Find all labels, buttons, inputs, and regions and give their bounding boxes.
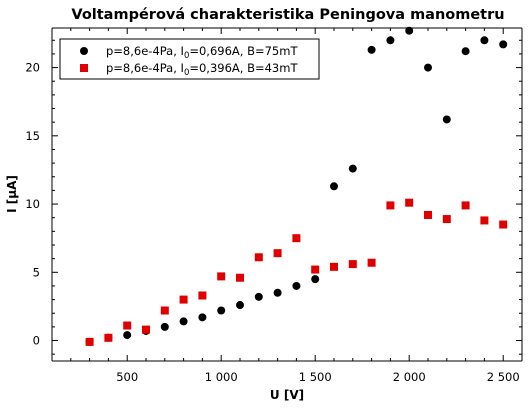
- x-tick-label: 2 500: [487, 370, 520, 384]
- series-2-point: [198, 291, 207, 300]
- y-tick-label: 10: [25, 197, 40, 211]
- series-2-point: [179, 295, 188, 304]
- axis-tick-labels: 500 1 000 1 500 2 000 2 500 0 5 10 15 20: [25, 61, 519, 384]
- series-1-point: [311, 275, 320, 284]
- plot-frame: [51, 27, 523, 362]
- chart-title: Voltampérová charakteristika Peningova m…: [71, 7, 504, 23]
- series-2-point: [405, 198, 414, 207]
- legend-label-1: p=8,6e-4Pa, I0=0,696A, B=75mT: [106, 44, 298, 61]
- series-2-point: [160, 306, 169, 315]
- legend-entries: p=8,6e-4Pa, I0=0,696A, B=75mTp=8,6e-4Pa,…: [80, 44, 298, 78]
- legend-marker-1: [80, 47, 88, 55]
- series-2-point: [480, 216, 489, 225]
- x-tick-label: 2 000: [393, 370, 426, 384]
- data-points: [85, 26, 508, 346]
- y-axis-label: I [µA]: [5, 175, 19, 213]
- legend-box: [59, 38, 320, 80]
- series-1-point: [330, 182, 338, 191]
- series-2-point: [292, 234, 301, 243]
- series-2-point: [123, 321, 132, 330]
- series-1-point: [217, 306, 226, 315]
- series-1-point: [405, 26, 414, 35]
- series-1-point: [367, 45, 376, 54]
- series-1-point: [480, 36, 489, 45]
- x-axis-label: U [V]: [270, 388, 304, 402]
- series-2-point: [217, 272, 226, 281]
- legend: p=8,6e-4Pa, I0=0,696A, B=75mTp=8,6e-4Pa,…: [59, 38, 320, 80]
- series-1-point: [386, 36, 395, 45]
- y-tick-label: 15: [25, 129, 40, 143]
- series-1-point: [348, 164, 357, 173]
- series-2-point: [461, 201, 470, 210]
- series-1-point: [179, 317, 188, 326]
- series-1-point: [442, 115, 451, 124]
- x-tick-label: 500: [116, 370, 138, 384]
- legend-marker-2: [80, 64, 88, 72]
- series-1-point: [236, 301, 244, 310]
- series-1-point: [461, 47, 470, 56]
- y-tick-label: 5: [33, 265, 40, 279]
- series-2-point: [330, 262, 338, 271]
- series-1-point: [160, 322, 169, 331]
- series-1-point: [254, 292, 263, 301]
- series-2-point: [236, 273, 244, 282]
- series-2-point: [499, 220, 508, 229]
- series-2-point: [386, 201, 395, 210]
- series-2-point: [85, 337, 94, 346]
- series-2-point: [273, 249, 282, 258]
- series-2-point: [104, 333, 113, 342]
- series-2-point: [424, 210, 432, 219]
- series-1-point: [424, 63, 432, 72]
- series-2-point: [142, 325, 150, 334]
- series-1-point: [292, 281, 301, 290]
- series-2-point: [254, 253, 263, 262]
- series-2-point: [367, 258, 376, 267]
- series-1-point: [198, 313, 207, 322]
- x-tick-label: 1 500: [299, 370, 332, 384]
- series-1-point: [123, 331, 132, 340]
- x-tick-label: 1 000: [205, 370, 238, 384]
- series-2-point: [442, 215, 451, 224]
- series-1-point: [499, 40, 508, 49]
- series-2-point: [348, 260, 357, 269]
- legend-label-2: p=8,6e-4Pa, I0=0,396A, B=43mT: [106, 61, 298, 78]
- series-1-point: [273, 288, 282, 297]
- y-tick-label: 20: [25, 61, 40, 75]
- y-tick-label: 0: [33, 334, 40, 348]
- series-2-point: [311, 265, 320, 274]
